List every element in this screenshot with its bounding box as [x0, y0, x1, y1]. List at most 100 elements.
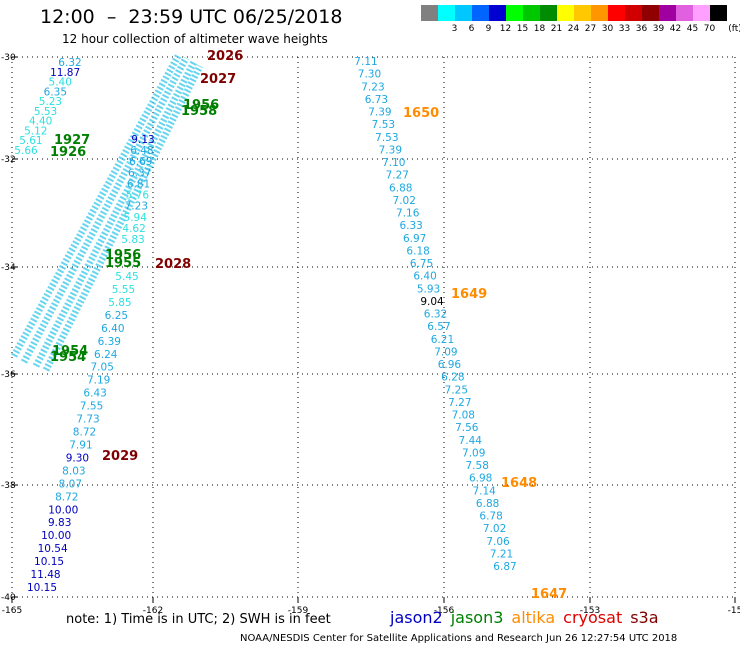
pass-time-label: 1958: [181, 104, 217, 119]
west-track-value: 5.66: [14, 145, 38, 157]
legend-label: 12: [499, 24, 512, 34]
x-tick-label: -162: [143, 606, 163, 616]
legend-swatch: [489, 5, 506, 21]
y-tick-label: -40: [1, 593, 16, 603]
east-track-value: 7.09: [462, 447, 485, 459]
legend-label: 21: [550, 24, 563, 34]
pass-time-label: 2028: [155, 257, 191, 272]
west-track-value: 7.91: [69, 439, 92, 451]
west-track-value: 6.39: [98, 336, 121, 348]
y-tick-label: -30: [1, 53, 16, 63]
pass-time-label: 1954: [50, 350, 86, 365]
satellite-name: s3a: [630, 608, 659, 627]
east-track-value: 7.30: [358, 69, 381, 81]
west-track-value: 4.62: [122, 223, 145, 235]
west-track-value: 5.85: [108, 297, 131, 309]
x-tick-label: -165: [2, 606, 22, 616]
west-track-value: 6.25: [105, 310, 128, 322]
east-track-value: 7.25: [445, 384, 468, 396]
west-track-value: 5.94: [124, 212, 148, 224]
legend-label: 33: [618, 24, 631, 34]
east-track-value: 7.02: [483, 523, 506, 535]
legend-swatch: [676, 5, 693, 21]
west-track-value: 6.32: [58, 57, 81, 69]
west-track-value: 8.07: [59, 478, 82, 490]
legend-swatch: [506, 5, 523, 21]
west-track-value: 8.03: [62, 465, 85, 477]
pass-time-label: 1954: [52, 344, 88, 359]
pass-time-label: 1647: [531, 587, 567, 602]
west-track-value: 5.12: [24, 125, 47, 137]
east-track-value: 7.21: [490, 548, 513, 560]
east-track-value: 7.10: [382, 157, 405, 169]
map-title: 12:00 – 23:59 UTC 06/25/2018: [40, 6, 343, 28]
west-track-value: 6.81: [127, 178, 150, 190]
east-track-value: 7.27: [448, 397, 471, 409]
east-track-value: 6.88: [476, 498, 499, 510]
east-track-value: 6.73: [365, 94, 388, 106]
satellite-name: altika: [511, 608, 556, 627]
west-track-value: 7.23: [125, 201, 148, 213]
west-track-value: 4.40: [29, 116, 52, 128]
y-tick-label: -38: [1, 481, 16, 491]
legend-label: 3: [451, 24, 458, 34]
east-track-value: 7.09: [434, 346, 457, 358]
legend-label: 36: [635, 24, 648, 34]
legend-swatch: [472, 5, 489, 21]
legend-swatch: [540, 5, 557, 21]
x-tick-label: -153: [580, 606, 600, 616]
west-track-value: 8.72: [55, 491, 78, 503]
legend-label: 30: [601, 24, 614, 34]
east-track-value: 7.08: [452, 410, 475, 422]
y-tick-label: -36: [1, 370, 16, 380]
pass-time-label: 1955: [105, 256, 141, 271]
legend-label: 15: [516, 24, 529, 34]
legend-swatch: [642, 5, 659, 21]
pass-time-label: 1926: [50, 145, 86, 160]
east-track-value: 7.02: [393, 195, 416, 207]
legend-label: 24: [567, 24, 580, 34]
east-track-value: 6.96: [438, 359, 462, 371]
legend-label: 9: [485, 24, 492, 34]
satellite-name: cryosat: [563, 608, 623, 627]
east-track-value: 6.21: [431, 334, 454, 346]
lat-lon-grid: [11, 56, 736, 603]
footer-note: note: 1) Time is in UTC; 2) SWH is in fe…: [66, 612, 331, 627]
legend-swatch: [557, 5, 574, 21]
west-track-value: 5.55: [112, 284, 135, 296]
west-track-value: 7.73: [76, 414, 99, 426]
pass-time-label: 1648: [501, 476, 537, 491]
satellite-name: jason3: [450, 608, 504, 627]
pass-time-label: 1650: [403, 106, 439, 121]
east-track-value: 6.40: [413, 271, 436, 283]
east-track-value: 6.57: [427, 321, 450, 333]
pass-time-label: 2029: [102, 449, 138, 464]
west-track-value: 10.00: [41, 530, 71, 542]
x-tick-label: -156: [434, 606, 455, 616]
west-track-value: 6.24: [94, 349, 118, 361]
east-track-value: 7.56: [455, 422, 479, 434]
legend-swatch: [625, 5, 642, 21]
west-track-value: 9.83: [48, 517, 71, 529]
east-track-value: 7.53: [372, 119, 395, 131]
west-track-value: 11.48: [31, 569, 61, 581]
west-track-value: 6.40: [101, 323, 124, 335]
x-tick-label: -159: [288, 606, 309, 616]
west-track-value: 9.30: [66, 452, 89, 464]
diagonal-track: [42, 64, 204, 372]
legend-label: 42: [669, 24, 682, 34]
east-track-value: 7.39: [379, 144, 402, 156]
diagonal-track: [32, 60, 198, 368]
credit-line: NOAA/NESDIS Center for Satellite Applica…: [240, 633, 678, 644]
satellite-name: jason2: [390, 608, 443, 627]
pass-time-label: 2027: [200, 72, 236, 87]
east-track-value: 6.28: [441, 372, 464, 384]
east-track-value: 5.93: [417, 283, 440, 295]
east-track-value: 6.97: [403, 233, 426, 245]
satellite-legend: jason2 jason3 altika cryosat s3a: [390, 608, 667, 627]
east-track-value: 7.14: [472, 485, 496, 497]
legend-label: 45: [686, 24, 699, 34]
legend-swatch: [608, 5, 625, 21]
